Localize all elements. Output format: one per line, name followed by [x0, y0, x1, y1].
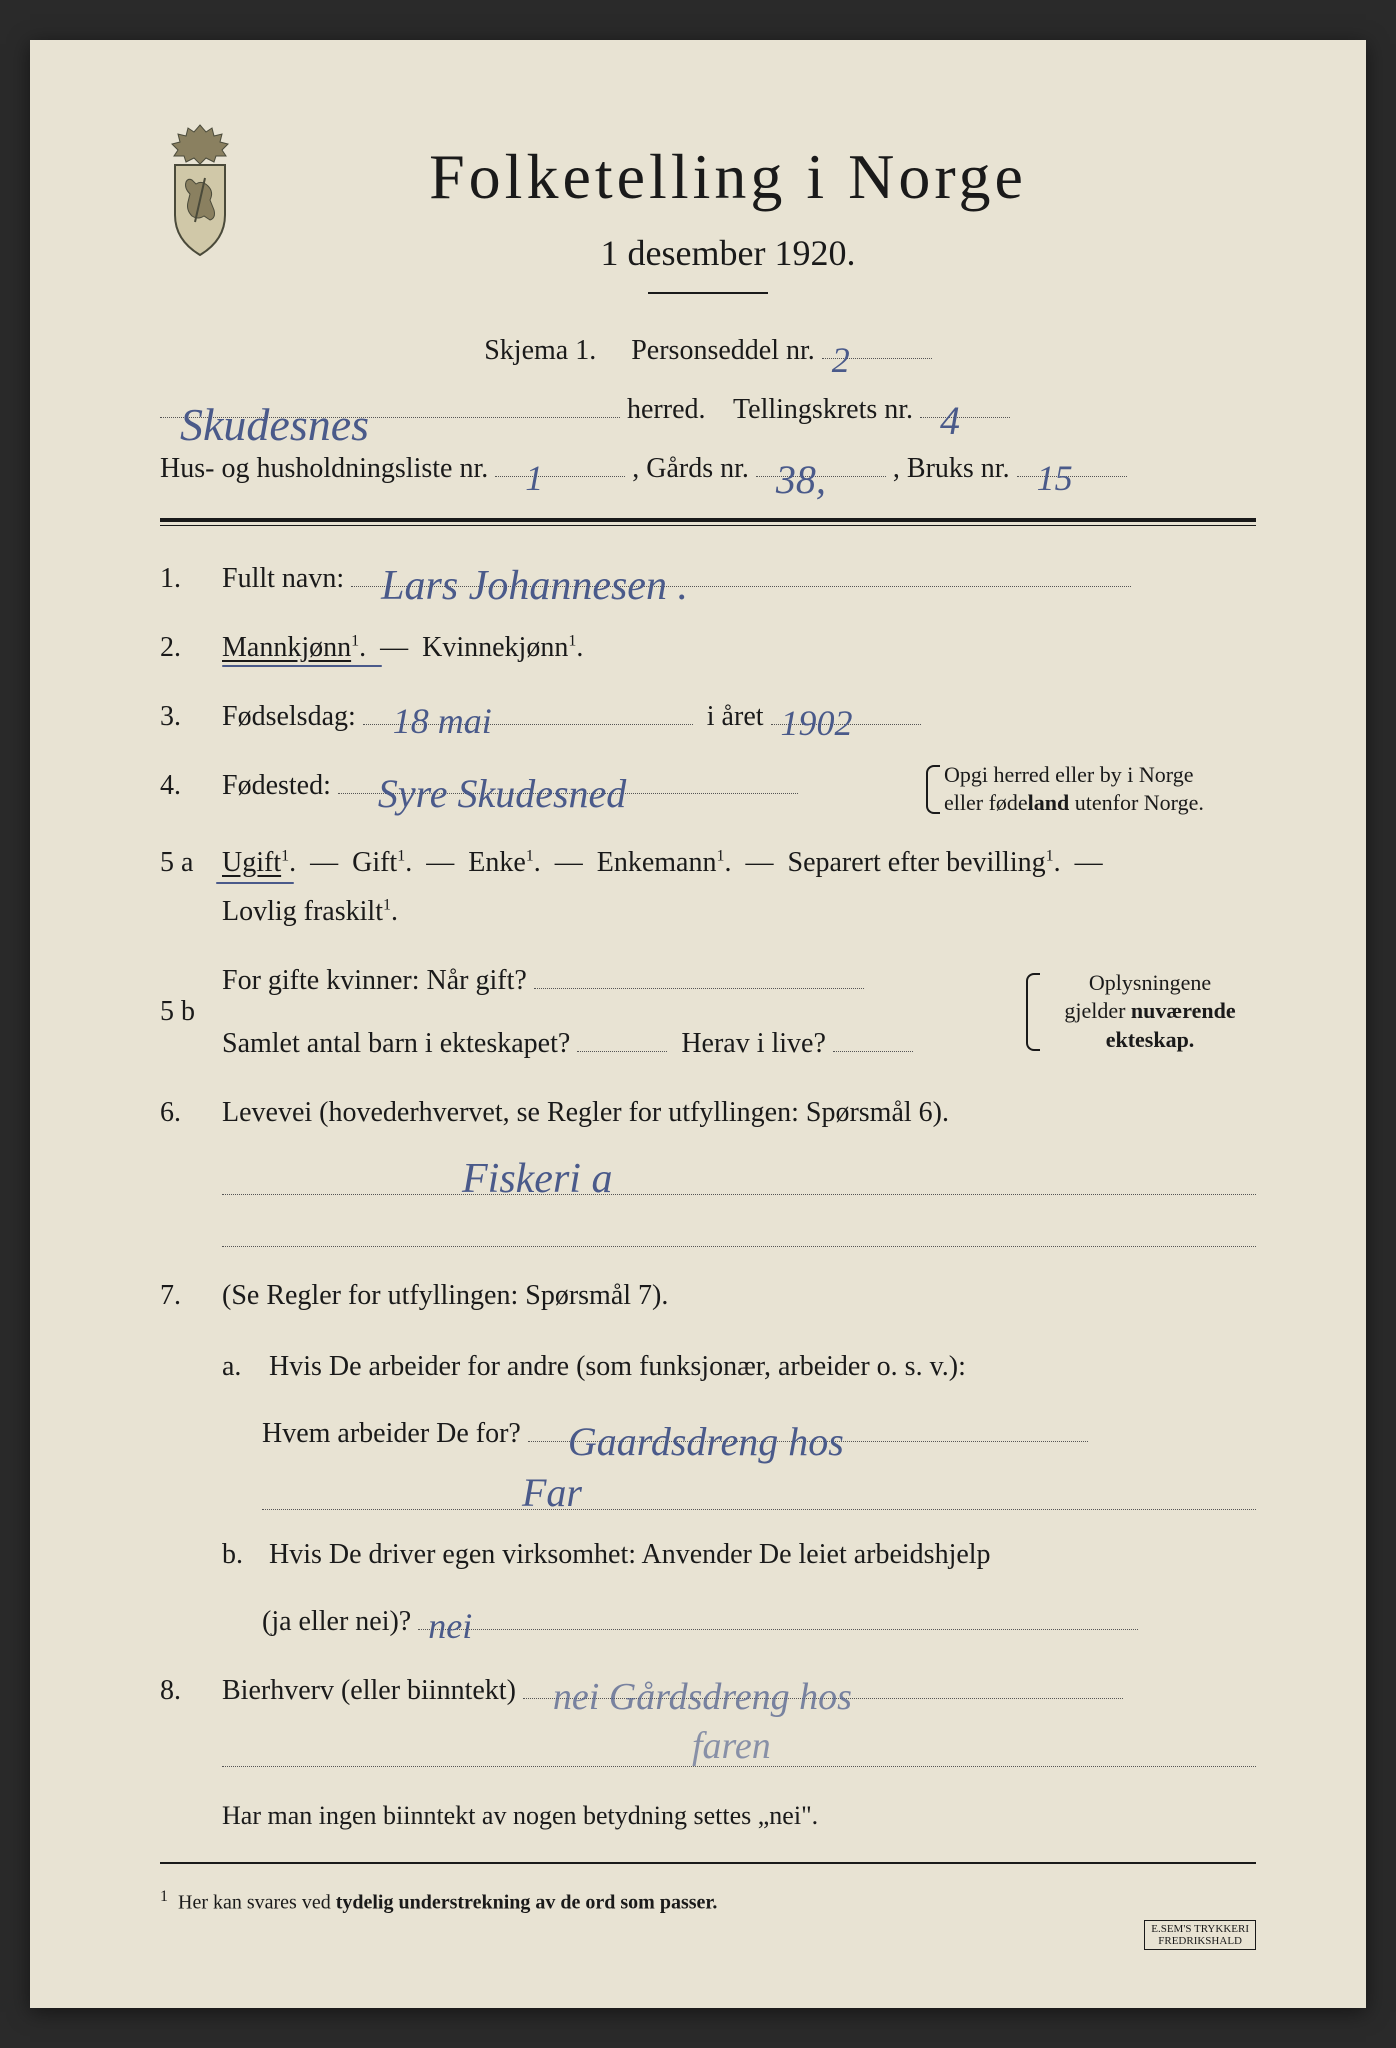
q3-day: 18 mai — [393, 690, 492, 753]
q7b-q: (ja eller nei)? — [262, 1606, 411, 1637]
q5b-num: 5 b — [160, 987, 222, 1036]
hus-line: Hus- og husholdningsliste nr. 1 , Gårds … — [160, 442, 1256, 495]
footnote-marker: 1 — [160, 1888, 168, 1905]
footnote: 1 Her kan svares ved tydelig understrekn… — [160, 1888, 1256, 1915]
header: Folketelling i Norge 1 desember 1920. — [160, 140, 1256, 294]
hus-label: Hus- og husholdningsliste nr. — [160, 453, 488, 484]
ink-underline-mann — [222, 665, 382, 667]
q7b-label: Hvis De driver egen virksomhet: Anvender… — [269, 1539, 991, 1570]
footnote-b: tydelig understrekning av de ord som pas… — [336, 1892, 718, 1914]
personseddel-label: Personseddel nr. — [631, 335, 815, 366]
q5b-note: Oplysningene gjelder nuværende ekteskap. — [1026, 969, 1256, 1055]
skjema-line: Skjema 1. Personseddel nr. 2 — [160, 324, 1256, 377]
herred-label: herred. — [627, 394, 706, 425]
subtitle: 1 desember 1920. — [200, 232, 1256, 274]
q6-label: Levevei (hovederhvervet, se Regler for u… — [222, 1097, 949, 1128]
q5b-note2b: nuværende — [1131, 998, 1236, 1023]
gards-label: , Gårds nr. — [632, 453, 749, 484]
rule-med — [160, 1862, 1256, 1864]
skjema-label: Skjema 1. — [484, 335, 596, 366]
q2: 2. Mannkjønn1. — Kvinnekjønn1. — [160, 623, 1256, 672]
q7a-letter: a. — [222, 1342, 262, 1391]
ink-underline-ugift — [216, 882, 294, 884]
q5a-num: 5 a — [160, 838, 222, 936]
q8-value2: faren — [692, 1713, 771, 1780]
q5a-lovlig: Lovlig fraskilt — [222, 896, 383, 927]
q2-num: 2. — [160, 623, 222, 672]
q5a: 5 a Ugift1. — Gift1. — Enke1. — Enkemann… — [160, 838, 1256, 936]
q5b: 5 b For gifte kvinner: Når gift? Samlet … — [160, 956, 1256, 1068]
q7-label: (Se Regler for utfyllingen: Spørsmål 7). — [222, 1280, 668, 1311]
q5a-gift: Gift — [352, 847, 397, 878]
divider — [648, 292, 768, 294]
q4-num: 4. — [160, 761, 222, 818]
q6-num: 6. — [160, 1088, 222, 1251]
q2-mann: Mannkjønn — [222, 632, 351, 663]
q7-num: 7. — [160, 1271, 222, 1646]
q1: 1. Fullt navn: Lars Johannesen . — [160, 554, 1256, 603]
q7a-label: Hvis De arbeider for andre (som funksjon… — [269, 1351, 966, 1382]
bruks-nr: 15 — [1037, 444, 1073, 512]
q7: 7. (Se Regler for utfyllingen: Spørsmål … — [160, 1271, 1256, 1646]
q7b-letter: b. — [222, 1530, 262, 1579]
q7a-value2: Far — [522, 1458, 582, 1528]
q1-value: Lars Johannesen . — [381, 550, 688, 624]
q4-note2-c: utenfor Norge. — [1069, 790, 1204, 815]
q4: 4. Fødested: Syre Skudesned Opgi herred … — [160, 761, 1256, 818]
q8: 8. Bierhverv (eller biinntekt) nei Gårds… — [160, 1666, 1256, 1771]
herred-line: Skudesnes herred. Tellingskrets nr. 4 — [160, 383, 1256, 436]
q4-value: Syre Skudesned — [378, 759, 626, 829]
q8-num: 8. — [160, 1666, 222, 1771]
hus-nr: 1 — [525, 444, 543, 512]
q5a-separert: Separert efter bevilling — [788, 847, 1046, 878]
q5b-l1: For gifte kvinner: Når gift? — [222, 965, 527, 996]
q4-note2-a: eller føde — [944, 790, 1028, 815]
gards-nr: 38, — [776, 442, 826, 518]
q8-label: Bierhverv (eller biinntekt) — [222, 1675, 516, 1706]
q5b-note1: Oplysningene — [1044, 969, 1256, 998]
q4-label: Fødested: — [222, 770, 331, 801]
census-form-page: Folketelling i Norge 1 desember 1920. Sk… — [30, 40, 1366, 2008]
q5b-l2b: Herav i live? — [681, 1028, 826, 1059]
title: Folketelling i Norge — [200, 140, 1256, 214]
footnote-a: Her kan svares ved — [178, 1892, 336, 1914]
q4-note1: Opgi herred eller by i Norge — [944, 761, 1256, 790]
q5a-enkemann: Enkemann — [597, 847, 717, 878]
q3-label: Fødselsdag: — [222, 701, 356, 732]
q1-label: Fullt navn: — [222, 563, 344, 594]
q3-num: 3. — [160, 692, 222, 741]
q4-note: Opgi herred eller by i Norge eller fødel… — [926, 761, 1256, 818]
q7a-q: Hvem arbeider De for? — [262, 1418, 521, 1449]
q5b-note2a: gjelder — [1064, 998, 1131, 1023]
q6: 6. Levevei (hovederhvervet, se Regler fo… — [160, 1088, 1256, 1251]
q3-year-label: i året — [707, 701, 764, 732]
q5b-l2a: Samlet antal barn i ekteskapet? — [222, 1028, 570, 1059]
q5a-enke: Enke — [468, 847, 526, 878]
rule-thick — [160, 518, 1256, 526]
q5a-ugift: Ugift — [222, 847, 281, 878]
q1-num: 1. — [160, 554, 222, 603]
tellingskrets-label: Tellingskrets nr. — [733, 394, 913, 425]
q5b-note3: ekteskap. — [1044, 1026, 1256, 1055]
q7b-value: nei — [428, 1595, 472, 1658]
q3: 3. Fødselsdag: 18 mai i året 1902 — [160, 692, 1256, 741]
coat-of-arms — [150, 120, 250, 260]
q3-year: 1902 — [781, 692, 853, 755]
q2-kvinne: Kvinnekjønn — [422, 632, 568, 663]
note-bottom: Har man ingen biinntekt av nogen betydni… — [222, 1791, 1256, 1840]
printer-stamp: E.SEM'S TRYKKERIFREDRIKSHALD — [1144, 1920, 1256, 1950]
q4-note2-b: land — [1028, 790, 1070, 815]
bruks-label: , Bruks nr. — [893, 453, 1010, 484]
